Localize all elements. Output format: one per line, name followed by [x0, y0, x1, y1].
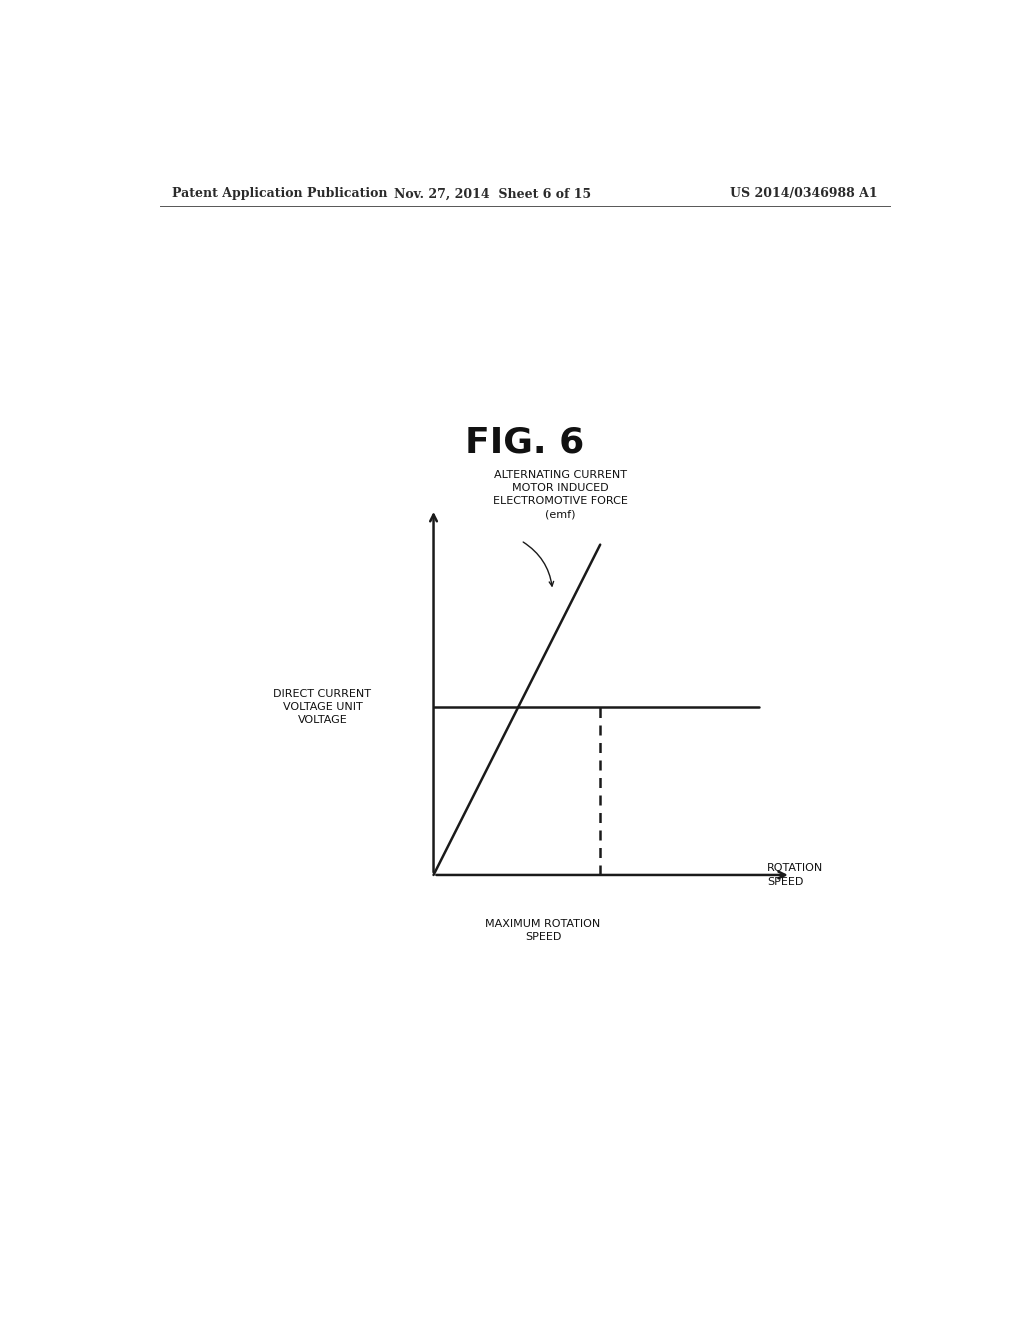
Text: ROTATION
SPEED: ROTATION SPEED: [767, 863, 823, 887]
Text: Nov. 27, 2014  Sheet 6 of 15: Nov. 27, 2014 Sheet 6 of 15: [394, 187, 592, 201]
Text: DIRECT CURRENT
VOLTAGE UNIT
VOLTAGE: DIRECT CURRENT VOLTAGE UNIT VOLTAGE: [273, 689, 372, 726]
Text: ALTERNATING CURRENT
MOTOR INDUCED
ELECTROMOTIVE FORCE
(emf): ALTERNATING CURRENT MOTOR INDUCED ELECTR…: [494, 470, 628, 519]
Text: FIG. 6: FIG. 6: [465, 426, 585, 459]
Text: MAXIMUM ROTATION
SPEED: MAXIMUM ROTATION SPEED: [485, 919, 601, 942]
Text: US 2014/0346988 A1: US 2014/0346988 A1: [730, 187, 878, 201]
Text: Patent Application Publication: Patent Application Publication: [172, 187, 387, 201]
